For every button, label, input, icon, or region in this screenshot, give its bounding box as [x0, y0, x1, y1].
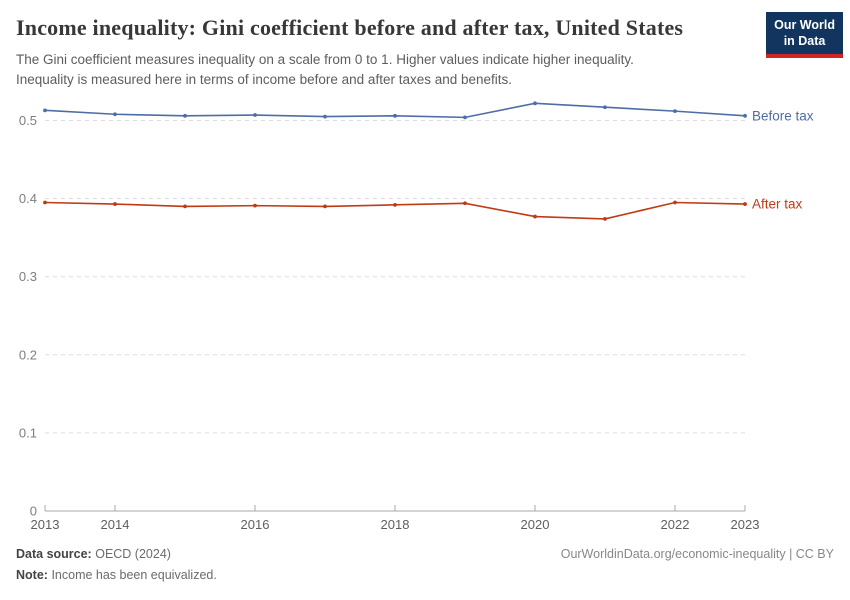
- y-tick-label-0.1: 0.1: [19, 425, 37, 440]
- x-tick-label-2014: 2014: [101, 517, 130, 532]
- data-source-line: Data source: OECD (2024): [16, 544, 217, 565]
- data-point-after-tax-2013[interactable]: [43, 200, 47, 205]
- subtitle-line-1: The Gini coefficient measures inequality…: [16, 51, 634, 67]
- x-tick-label-2020: 2020: [521, 517, 550, 532]
- data-point-before-tax-2018[interactable]: [393, 113, 397, 118]
- data-point-after-tax-2014[interactable]: [113, 202, 117, 206]
- x-tick-label-2022: 2022: [661, 517, 690, 532]
- data-point-before-tax-2014[interactable]: [113, 112, 117, 117]
- data-point-after-tax-2017[interactable]: [323, 204, 327, 209]
- owid-logo-line-2: in Data: [783, 33, 826, 48]
- data-point-before-tax-2015[interactable]: [183, 113, 187, 118]
- data-source-value: OECD (2024): [95, 547, 171, 561]
- x-tick-label-2013: 2013: [31, 517, 60, 532]
- data-source-label: Data source:: [16, 547, 92, 561]
- page-title: Income inequality: Gini coefficient befo…: [16, 15, 684, 40]
- y-tick-label-0.4: 0.4: [19, 191, 37, 206]
- footer-left: Data source: OECD (2024) Note: Income ha…: [16, 544, 217, 587]
- data-point-before-tax-2017[interactable]: [323, 114, 327, 119]
- x-tick-label-2023: 2023: [731, 517, 760, 532]
- data-point-before-tax-2022[interactable]: [673, 109, 677, 114]
- data-point-after-tax-2023[interactable]: [743, 202, 747, 206]
- data-point-before-tax-2016[interactable]: [253, 113, 257, 117]
- chart-header: Income inequality: Gini coefficient befo…: [0, 0, 850, 100]
- x-tick-label-2018: 2018: [381, 517, 410, 532]
- note-label: Note:: [16, 568, 48, 583]
- note-line: Note: Income has been equivalized.: [16, 565, 217, 586]
- y-tick-label-0: 0: [30, 504, 37, 519]
- note-value: Income has been equivalized.: [51, 568, 217, 583]
- chart-plot-area[interactable]: 0 0.1 0.2 0.3 0.4 0.5 2013 2014 2016 2018 2020 2022…: [0, 100, 850, 540]
- series-label-after-tax[interactable]: After tax: [752, 197, 803, 212]
- data-point-before-tax-2021[interactable]: [603, 105, 607, 110]
- data-point-after-tax-2015[interactable]: [183, 204, 187, 209]
- credit-link[interactable]: OurWorldinData.org/economic-inequality |…: [560, 547, 834, 561]
- data-point-after-tax-2020[interactable]: [533, 214, 537, 219]
- data-point-before-tax-2020[interactable]: [533, 101, 537, 106]
- data-point-after-tax-2018[interactable]: [393, 202, 397, 207]
- x-tick-label-2016: 2016: [241, 517, 270, 532]
- y-tick-label-0.2: 0.2: [19, 347, 37, 362]
- data-point-after-tax-2016[interactable]: [253, 203, 257, 208]
- owid-logo-line-1: Our World: [774, 18, 835, 32]
- y-tick-label-0.5: 0.5: [19, 113, 37, 128]
- chart-subtitle: The Gini coefficient measures inequality…: [16, 50, 760, 91]
- data-point-before-tax-2013[interactable]: [43, 108, 47, 113]
- data-point-after-tax-2021[interactable]: [603, 217, 607, 221]
- chart-footer: Data source: OECD (2024) Note: Income ha…: [0, 540, 850, 587]
- data-point-before-tax-2019[interactable]: [463, 115, 467, 120]
- data-point-after-tax-2022[interactable]: [673, 200, 677, 205]
- data-point-after-tax-2019[interactable]: [463, 201, 467, 206]
- y-tick-label-0.3: 0.3: [19, 269, 37, 284]
- owid-logo[interactable]: Our World in Data: [766, 12, 843, 59]
- data-point-before-tax-2023[interactable]: [743, 113, 747, 118]
- subtitle-line-2: Inequality is measured here in terms of …: [16, 71, 513, 87]
- series-label-before-tax[interactable]: Before tax: [752, 108, 814, 123]
